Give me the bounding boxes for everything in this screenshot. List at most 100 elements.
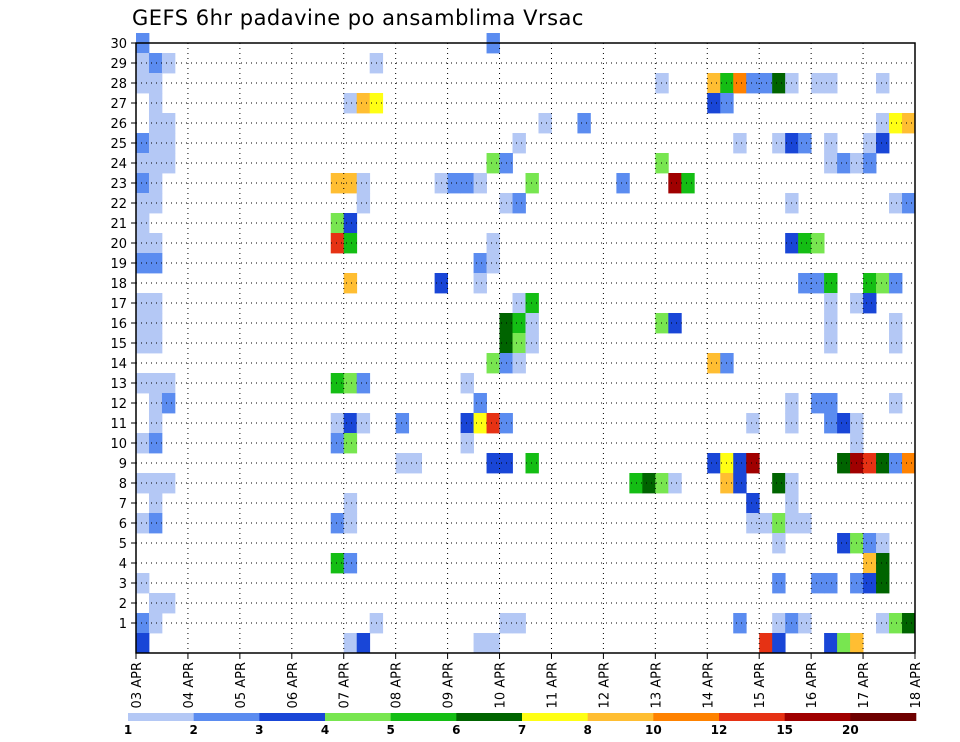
y-tick-label: 28 [110, 77, 127, 92]
heatmap-cell [577, 113, 591, 134]
heatmap-cell [824, 153, 838, 174]
heatmap-cell [148, 73, 163, 94]
heatmap-cell [889, 313, 903, 334]
dotted-grid [136, 42, 915, 653]
heatmap-cell [356, 413, 371, 434]
heatmap-cell [330, 553, 345, 574]
y-tick-label: 7 [119, 497, 127, 512]
heatmap-cell [889, 273, 903, 294]
heatmap-cell [889, 193, 903, 214]
x-tick-label: 08 APR [390, 662, 405, 708]
heatmap-cell [811, 393, 825, 414]
heatmap-cell [759, 513, 773, 534]
x-tick-label: 12 APR [597, 662, 612, 708]
x-tick-label: 17 APR [857, 662, 872, 708]
heatmap-cell [148, 373, 163, 394]
heatmap-cell [733, 453, 747, 474]
heatmap-cell [512, 613, 526, 634]
heatmap-cell [136, 573, 150, 594]
heatmap-cell [395, 413, 410, 434]
heatmap-cell [460, 373, 474, 394]
heatmap-cell [837, 453, 851, 474]
heatmap-cell [136, 293, 150, 314]
y-tick-label: 20 [110, 237, 127, 252]
heatmap-cell [136, 133, 150, 154]
colorbar-swatch [128, 713, 194, 721]
heatmap-cell [811, 73, 825, 94]
heatmap-cell [863, 553, 877, 574]
heatmap-cell [486, 153, 500, 174]
heatmap-cell [161, 153, 176, 174]
heatmap-cell [824, 573, 838, 594]
y-tick-label: 18 [110, 277, 127, 292]
heatmap-cell [668, 313, 682, 334]
heatmap-cell [772, 573, 786, 594]
heatmap-cell [850, 633, 864, 654]
heatmap-cell [889, 113, 903, 134]
heatmap-cell [330, 173, 345, 194]
y-tick-label: 3 [119, 577, 127, 592]
heatmap-cell [746, 453, 760, 474]
heatmap-cell [148, 113, 163, 134]
heatmap-cells [136, 33, 916, 654]
heatmap-cell [136, 373, 150, 394]
colorbar-swatch [587, 713, 654, 721]
y-tick-label: 14 [110, 357, 127, 372]
x-tick-label: 18 APR [909, 662, 924, 708]
heatmap-cell [655, 153, 669, 174]
heatmap-cell [148, 333, 163, 354]
heatmap-cell [772, 473, 786, 494]
heatmap-cell [330, 513, 345, 534]
colorbar-label: 2 [189, 723, 197, 737]
heatmap-cell [538, 113, 552, 134]
y-tick-label: 16 [110, 317, 127, 332]
heatmap-cell [148, 313, 163, 334]
heatmap-cell [148, 513, 163, 534]
x-tick-label: 14 APR [701, 662, 716, 708]
heatmap-cell [343, 513, 358, 534]
y-tick-label: 29 [110, 57, 127, 72]
colorbar-label: 4 [321, 723, 329, 737]
heatmap-cell [525, 453, 539, 474]
colorbar-swatch [193, 713, 260, 721]
heatmap-cell [161, 113, 176, 134]
heatmap-cell [707, 353, 721, 374]
heatmap-cell [136, 313, 150, 334]
y-axis: 1234567891011121314151617181920212223242… [110, 37, 136, 632]
heatmap-cell [863, 453, 877, 474]
heatmap-cell [512, 313, 526, 334]
colorbar-label: 5 [386, 723, 394, 737]
heatmap-cell [473, 413, 487, 434]
heatmap-cell [136, 193, 150, 214]
heatmap-cell [148, 293, 163, 314]
heatmap-cell [136, 73, 150, 94]
heatmap-cell [512, 193, 526, 214]
y-tick-label: 4 [119, 557, 127, 572]
heatmap-cell [889, 613, 903, 634]
heatmap-cell [707, 93, 721, 114]
heatmap-cell [473, 633, 487, 654]
heatmap-cell [525, 313, 539, 334]
heatmap-cell [902, 193, 916, 214]
x-tick-label: 16 APR [805, 662, 820, 708]
heatmap-cell [148, 173, 163, 194]
heatmap-cell [473, 253, 487, 274]
plot-frame [135, 42, 916, 654]
heatmap-cell [343, 213, 358, 234]
heatmap-cell [148, 433, 163, 454]
heatmap-cell [655, 313, 669, 334]
y-tick-label: 19 [110, 257, 127, 272]
heatmap-cell [148, 393, 163, 414]
heatmap-cell [876, 533, 890, 554]
heatmap-cell [343, 373, 358, 394]
heatmap-cell [876, 113, 890, 134]
colorbar-swatch [259, 713, 326, 721]
y-tick-label: 21 [110, 217, 127, 232]
heatmap-cell [733, 613, 747, 634]
heatmap-cell [395, 453, 410, 474]
heatmap-cell [512, 333, 526, 354]
colorbar-label: 15 [776, 723, 793, 737]
heatmap-cell [460, 173, 474, 194]
x-tick-label: 05 APR [234, 662, 249, 708]
heatmap-cell [343, 553, 358, 574]
